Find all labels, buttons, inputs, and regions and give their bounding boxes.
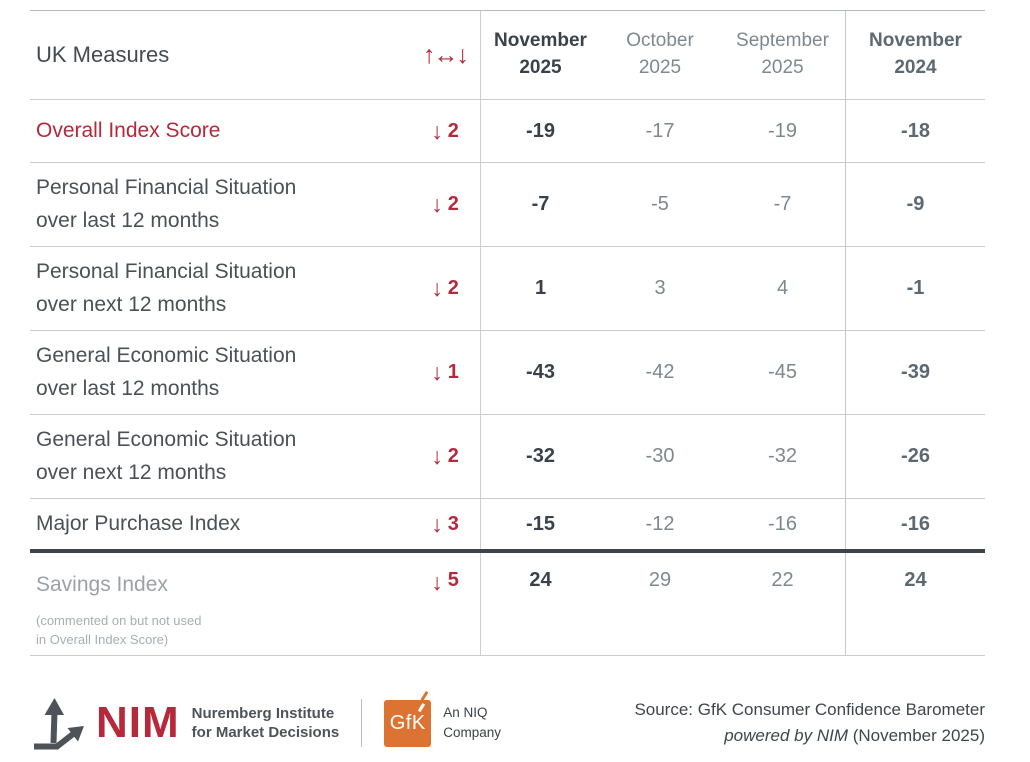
uk-measures-table: UK Measures ↑↔↓ November 2025 October 20… [30,10,985,656]
row-label: General Economic Situation over last 12 … [36,343,297,400]
value-oct-2025: -42 [645,361,675,383]
change-indicator: ↓ 5 [410,553,480,655]
row-label: Major Purchase Index [36,511,241,535]
value-nov-2024: -39 [901,361,930,383]
value-nov-2025: -43 [526,361,555,383]
value-oct-2025: 29 [648,569,672,591]
down-arrow-icon: ↓ [431,443,443,469]
source-attribution: Source: GfK Consumer Confidence Baromete… [634,697,985,750]
change-column-header: ↑↔↓ [410,11,480,99]
row-label: General Economic Situation over next 12 … [36,427,297,484]
value-nov-2024: -1 [906,277,925,299]
down-arrow-icon: ↓ [431,191,443,217]
nim-crossroads-arrows-icon [34,698,84,750]
row-footnote: (commented on but not used in Overall In… [36,612,202,648]
value-oct-2025: -30 [645,445,675,467]
gfk-accent-icon [420,690,429,701]
column-header-september-2025: September 2025 [736,30,829,78]
down-arrow-icon: ↓ [431,359,443,385]
value-sep-2025: -32 [768,445,797,467]
table-row-ges-last-12-months: General Economic Situation over last 12 … [30,331,985,415]
source-line-1: Source: GfK Consumer Confidence Baromete… [634,699,985,719]
value-nov-2024: -9 [906,193,925,215]
change-indicator: ↓ 1 [410,331,480,414]
down-arrow-icon: ↓ [431,117,443,144]
change-indicator: ↓ 3 [410,499,480,549]
change-indicator: ↓ 2 [410,100,480,162]
value-oct-2025: -5 [651,193,669,215]
gfk-logo: GfK [384,690,432,747]
change-value: 5 [447,569,459,591]
value-nov-2025: -7 [531,193,550,215]
change-indicator: ↓ 2 [410,415,480,498]
table-header-row: UK Measures ↑↔↓ November 2025 October 20… [30,10,985,100]
source-date-text: (November 2025) [847,726,985,745]
row-label: Overall Index Score [36,118,221,142]
up-left-right-down-arrows-icon: ↑↔↓ [423,40,469,69]
down-arrow-icon: ↓ [431,510,443,537]
table-row-ges-next-12-months: General Economic Situation over next 12 … [30,415,985,499]
table-row-pfs-next-12-months: Personal Financial Situation over next 1… [30,247,985,331]
value-nov-2024: 24 [904,569,927,591]
value-nov-2025: -32 [526,445,555,467]
value-oct-2025: 3 [654,277,666,299]
column-header-october-2025: October 2025 [626,30,694,78]
row-label: Personal Financial Situation over last 1… [36,175,297,232]
value-sep-2025: -45 [768,361,797,383]
nim-wordmark: NIM [96,698,180,747]
table-row-pfs-last-12-months: Personal Financial Situation over last 1… [30,163,985,247]
footer: NIM Nuremberg Institute for Market Decis… [30,688,985,758]
gfk-tagline: An NIQ Company [443,705,501,740]
value-nov-2025: -19 [526,119,555,142]
footer-divider [361,699,363,747]
change-indicator: ↓ 2 [410,247,480,330]
down-arrow-icon: ↓ [431,275,443,301]
change-value: 1 [447,361,459,383]
value-oct-2025: -12 [645,512,675,535]
table-row-savings-index: Savings Index (commented on but not used… [30,553,985,656]
value-nov-2024: -16 [901,512,930,535]
value-nov-2025: 1 [534,277,547,299]
value-sep-2025: -19 [768,119,797,142]
measures-header-label: UK Measures [36,42,170,67]
value-sep-2025: 22 [771,569,794,591]
value-nov-2024: -18 [901,119,930,142]
value-nov-2025: 24 [529,569,552,591]
change-value: 2 [447,193,459,215]
row-label: Personal Financial Situation over next 1… [36,259,297,316]
change-value: 2 [447,445,459,467]
table-row-overall-index-score: Overall Index Score ↓ 2 -19 -17 -19 -18 [30,100,985,163]
row-label: Savings Index [36,573,168,596]
source-line-2: powered by NIM (November 2025) [634,723,985,749]
down-arrow-icon: ↓ [431,569,443,595]
nim-tagline: Nuremberg Institute for Market Decisions [191,704,340,742]
gfk-accent-inner-icon [417,702,425,712]
value-nov-2024: -26 [901,445,930,467]
change-indicator: ↓ 2 [410,163,480,246]
change-value: 2 [447,277,459,299]
value-nov-2025: -15 [526,512,555,535]
column-header-november-2024: November 2024 [845,11,985,99]
change-value: 2 [447,119,459,142]
measures-column-header: UK Measures [30,11,410,99]
value-sep-2025: -16 [768,512,797,535]
column-header-november-2025: November 2025 [480,11,600,99]
powered-by-nim-text: powered by NIM [724,726,848,745]
gfk-wordmark: GfK [389,711,426,734]
value-oct-2025: -17 [645,119,675,142]
value-sep-2025: 4 [776,277,789,299]
table-row-major-purchase-index: Major Purchase Index ↓ 3 -15 -12 -16 -16 [30,499,985,553]
change-value: 3 [447,512,459,535]
value-sep-2025: -7 [773,193,792,215]
